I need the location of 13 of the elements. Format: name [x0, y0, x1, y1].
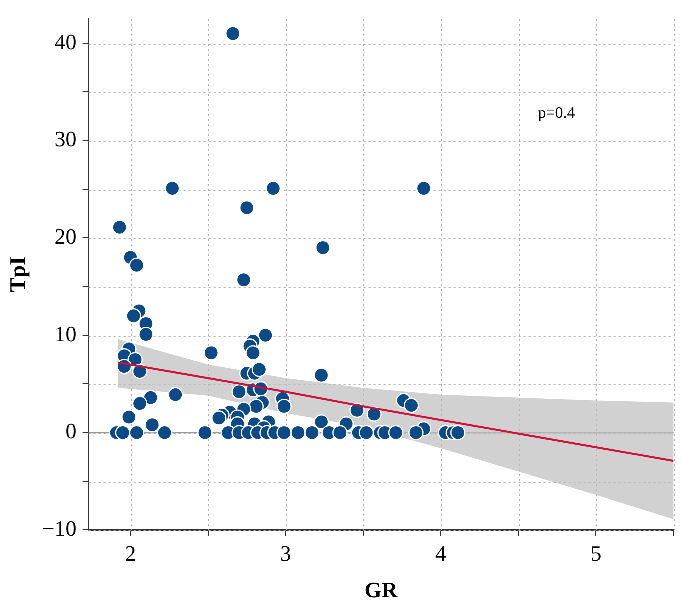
y-tick-label: 0: [66, 418, 77, 444]
x-tick-label: 3: [280, 541, 292, 566]
x-tick-label: 5: [590, 541, 602, 566]
y-tick-label: 10: [54, 321, 77, 346]
y-axis-title: TpI: [4, 256, 30, 292]
x-axis-title: GR: [364, 577, 399, 602]
x-tick-label: 2: [125, 541, 136, 566]
y-tick-label: −10: [42, 516, 77, 541]
x-tick-label: 4: [436, 541, 447, 566]
annotation: p=0.4: [538, 104, 576, 122]
y-tick-label: 40: [54, 29, 77, 54]
y-tick-label: 20: [54, 224, 77, 249]
y-tick-label: 30: [54, 126, 77, 152]
